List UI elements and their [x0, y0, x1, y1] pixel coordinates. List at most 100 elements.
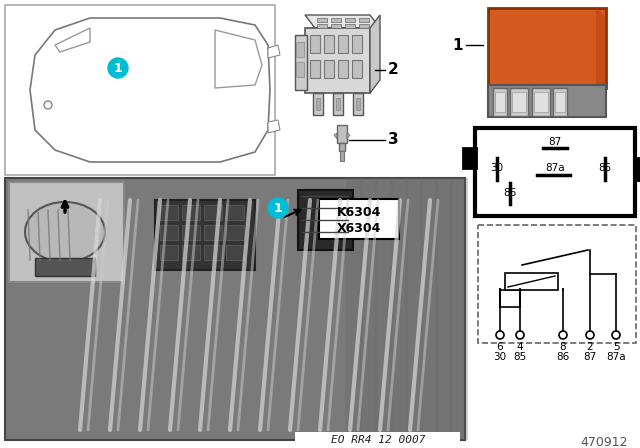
Bar [226, 205, 244, 220]
Bar [204, 245, 222, 260]
Text: 87a: 87a [606, 352, 626, 362]
Circle shape [268, 198, 288, 218]
Bar [316, 98, 320, 110]
Circle shape [516, 331, 524, 339]
Bar [435, 178, 453, 440]
Circle shape [586, 331, 594, 339]
Polygon shape [268, 120, 280, 133]
Bar [317, 18, 327, 22]
Polygon shape [334, 133, 337, 139]
Circle shape [559, 331, 567, 339]
Bar [317, 24, 327, 28]
Text: 470912: 470912 [580, 435, 628, 448]
Bar [463, 148, 476, 168]
Bar [298, 190, 353, 250]
Bar [339, 143, 345, 151]
Bar [359, 18, 369, 22]
Text: 30: 30 [493, 352, 507, 362]
Bar [331, 18, 341, 22]
Bar [553, 88, 567, 116]
Bar [345, 178, 363, 440]
Text: 1: 1 [114, 61, 122, 74]
Polygon shape [370, 15, 380, 93]
Bar [488, 8, 606, 88]
Bar [478, 225, 636, 343]
Bar [493, 88, 507, 116]
Polygon shape [268, 45, 280, 58]
Text: 2: 2 [388, 63, 399, 78]
Bar [338, 35, 348, 53]
Text: 30: 30 [490, 163, 504, 173]
Bar [296, 42, 304, 57]
Bar [555, 92, 565, 112]
Text: 2: 2 [587, 342, 593, 352]
Bar [505, 273, 558, 290]
Bar [337, 125, 347, 143]
Bar [495, 92, 505, 112]
Bar [155, 200, 255, 270]
Text: 87: 87 [584, 352, 596, 362]
Bar [352, 35, 362, 53]
Bar [359, 24, 369, 28]
Text: 1: 1 [452, 38, 463, 52]
Text: 86: 86 [504, 188, 516, 198]
Bar [345, 24, 355, 28]
Bar [331, 24, 341, 28]
Text: 5: 5 [612, 342, 620, 352]
Bar [352, 60, 362, 78]
Polygon shape [30, 18, 270, 162]
Bar [360, 178, 378, 440]
Bar [204, 205, 222, 220]
Bar [295, 35, 307, 90]
Bar [353, 93, 363, 115]
Bar [310, 35, 320, 53]
Bar [313, 93, 323, 115]
Bar [5, 178, 465, 440]
Circle shape [612, 331, 620, 339]
Bar [204, 225, 222, 240]
Bar [405, 178, 423, 440]
Bar [226, 225, 244, 240]
Bar [305, 28, 370, 93]
Bar [500, 290, 520, 307]
Bar [35, 258, 95, 276]
Text: 3: 3 [388, 133, 399, 147]
Bar [333, 93, 343, 115]
Text: K6304: K6304 [337, 206, 381, 219]
FancyBboxPatch shape [319, 199, 399, 239]
Text: 85: 85 [513, 352, 527, 362]
Bar [512, 92, 526, 112]
Bar [226, 245, 244, 260]
Bar [375, 178, 393, 440]
Bar [488, 85, 606, 117]
Bar [182, 245, 200, 260]
Bar [296, 62, 304, 77]
Bar [324, 35, 334, 53]
Bar [634, 158, 640, 180]
Bar [324, 60, 334, 78]
Bar [345, 18, 355, 22]
Text: 1: 1 [274, 202, 282, 215]
Bar [160, 225, 178, 240]
Bar [160, 205, 178, 220]
Text: 85: 85 [598, 163, 612, 173]
Text: 8: 8 [560, 342, 566, 352]
Bar [390, 178, 408, 440]
Bar [340, 151, 344, 161]
Polygon shape [305, 15, 380, 28]
Text: 4: 4 [516, 342, 524, 352]
Circle shape [108, 58, 128, 78]
Text: 87a: 87a [545, 163, 565, 173]
Polygon shape [55, 28, 90, 52]
Bar [295, 432, 460, 448]
Text: 86: 86 [556, 352, 570, 362]
Polygon shape [596, 8, 606, 88]
Polygon shape [347, 133, 350, 139]
Polygon shape [215, 30, 262, 88]
Bar [532, 88, 550, 116]
Text: 87: 87 [548, 137, 562, 147]
Bar [182, 205, 200, 220]
Bar [475, 128, 635, 216]
Bar [310, 60, 320, 78]
Text: 6: 6 [497, 342, 503, 352]
